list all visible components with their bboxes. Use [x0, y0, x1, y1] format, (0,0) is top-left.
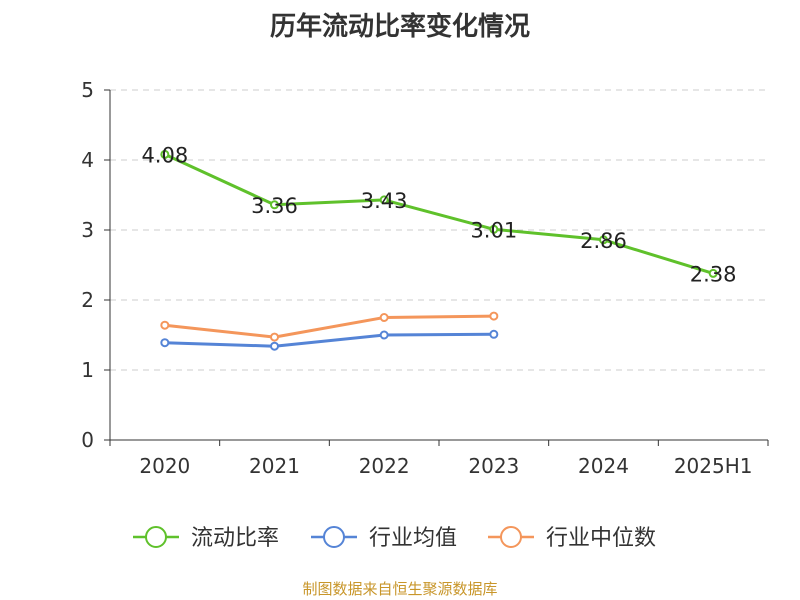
- data-point: [489, 329, 499, 339]
- data-point: [270, 200, 279, 210]
- data-point: [599, 235, 608, 245]
- legend-label: 流动比率: [191, 526, 279, 551]
- y-tick-label: 5: [81, 78, 94, 102]
- data-label: 2.86: [580, 229, 627, 253]
- series-line: [164, 153, 714, 275]
- y-tick-label: 1: [81, 358, 94, 382]
- legend-marker: [145, 526, 167, 548]
- x-tick-label: 2020: [139, 454, 190, 478]
- y-tick-label: 3: [81, 218, 94, 242]
- x-tick-label: 2021: [249, 454, 300, 478]
- x-tick-label: 2022: [359, 454, 410, 478]
- y-tick-label: 0: [81, 428, 94, 452]
- data-point: [379, 195, 389, 205]
- chart-title: 历年流动比率变化情况: [269, 12, 530, 42]
- x-tick-label: 2024: [578, 454, 629, 478]
- data-point: [160, 338, 170, 348]
- data-point: [160, 320, 170, 330]
- y-tick-label: 4: [81, 148, 94, 172]
- series-line: [164, 332, 494, 348]
- data-point: [379, 330, 389, 340]
- data-point: [270, 341, 279, 351]
- data-label: 4.08: [141, 143, 188, 167]
- legend-marker: [323, 526, 345, 548]
- x-tick-label: 2025H1: [674, 454, 753, 478]
- data-point: [160, 149, 170, 159]
- data-label: 3.01: [470, 218, 517, 242]
- legend-marker: [500, 526, 522, 548]
- legend-label: 行业均值: [369, 526, 457, 551]
- data-label: 3.43: [361, 189, 408, 213]
- data-point: [379, 313, 389, 322]
- legend-label: 行业中位数: [546, 526, 656, 551]
- x-tick-label: 2023: [468, 454, 519, 478]
- data-label: 3.36: [251, 194, 298, 218]
- data-point: [489, 224, 499, 234]
- y-tick-label: 2: [81, 288, 94, 312]
- data-label: 2.38: [690, 262, 737, 286]
- data-point: [489, 311, 499, 321]
- data-point: [708, 268, 718, 278]
- data-point: [270, 332, 279, 342]
- series-line: [164, 314, 494, 339]
- source-note: 制图数据来自恒生聚源数据库: [302, 580, 498, 598]
